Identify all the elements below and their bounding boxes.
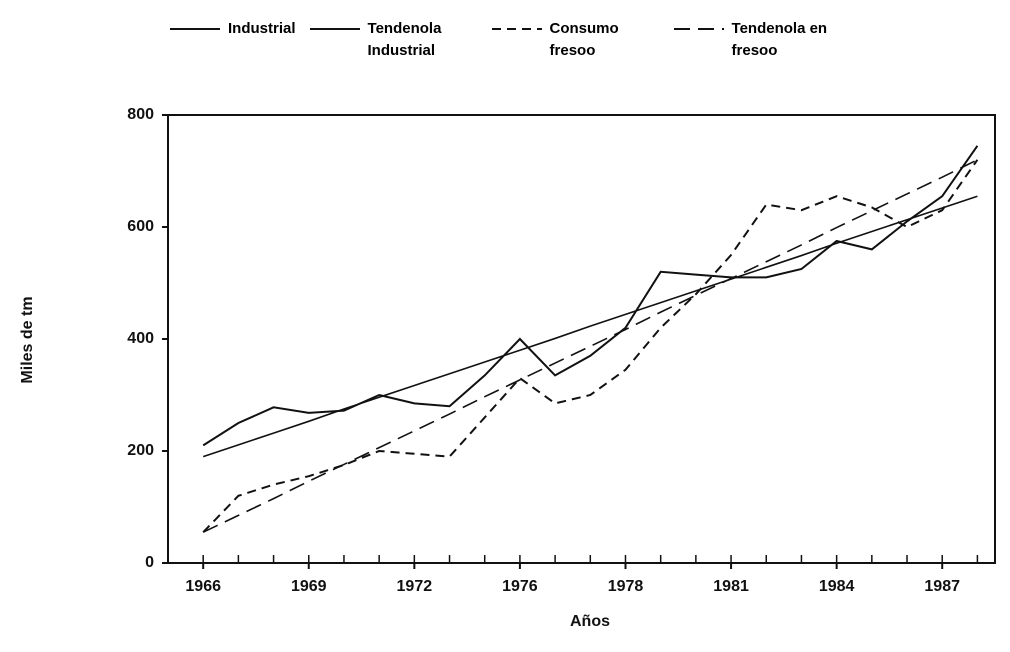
y-tick-label: 600 xyxy=(127,218,154,235)
series-line xyxy=(202,195,978,458)
legend-label: Tendenola en fresoo xyxy=(731,20,828,59)
legend-swatch-box xyxy=(673,28,724,30)
y-tick-label: 800 xyxy=(127,106,154,123)
x-tick-label: 1969 xyxy=(291,578,327,595)
y-tick-label: 200 xyxy=(127,442,154,459)
legend-item: Consumo fresoo xyxy=(491,18,660,62)
series-line xyxy=(202,159,978,533)
x-tick-label: 1976 xyxy=(502,578,538,595)
legend-label: Consumo fresoo xyxy=(549,20,619,59)
legend-swatch-box xyxy=(491,28,542,30)
legend-label: Tendenola Industrial xyxy=(367,20,442,59)
legend: Industrial Tendenola Industrial Consumo fr… xyxy=(170,18,842,62)
legend-label: Industrial xyxy=(228,20,296,37)
legend-item: Tendenola en fresoo xyxy=(673,18,842,62)
x-axis-label: Años xyxy=(570,613,610,630)
legend-item: Industrial xyxy=(170,18,296,62)
x-tick-label: 1978 xyxy=(608,578,644,595)
x-tick-label: 1966 xyxy=(185,578,221,595)
x-tick-label: 1972 xyxy=(397,578,433,595)
series-line xyxy=(202,145,979,447)
x-tick-label: 1987 xyxy=(924,578,960,595)
x-tick-label: 1981 xyxy=(713,578,749,595)
x-tick-label: 1984 xyxy=(819,578,855,595)
legend-item: Tendenola Industrial xyxy=(309,18,478,62)
legend-swatch-box xyxy=(170,28,220,30)
series-line xyxy=(202,159,979,533)
legend-swatch-box xyxy=(309,28,360,30)
plot-frame xyxy=(167,114,996,564)
y-tick-label: 0 xyxy=(145,554,154,571)
y-axis-label: Miles de tm xyxy=(19,296,36,383)
y-tick-label: 400 xyxy=(127,330,154,347)
